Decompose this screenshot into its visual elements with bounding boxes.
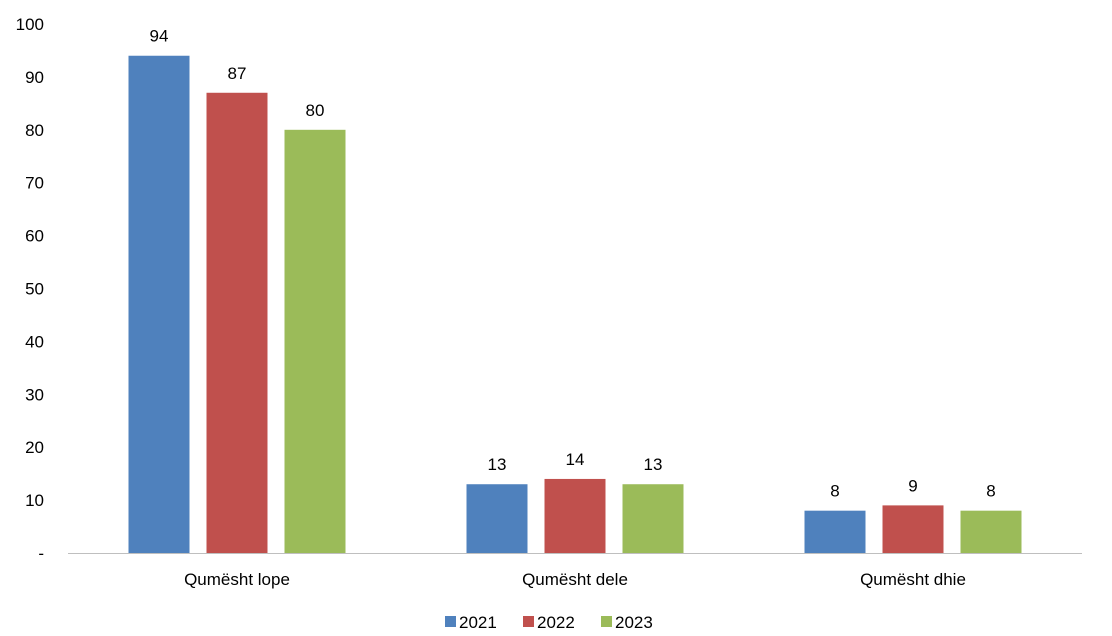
data-label: 8 — [986, 482, 995, 501]
data-label: 94 — [150, 27, 169, 46]
legend-label-2023: 2023 — [615, 613, 653, 632]
y-tick-label: - — [38, 544, 44, 563]
data-label: 9 — [908, 476, 917, 495]
bar-2021 — [804, 510, 866, 553]
x-category-label: Qumësht dele — [522, 570, 628, 589]
bar-2023 — [622, 484, 684, 553]
y-tick-label: 90 — [25, 68, 44, 87]
bar-2022 — [206, 92, 268, 554]
data-label: 80 — [306, 101, 325, 120]
data-label: 13 — [644, 455, 663, 474]
data-label: 87 — [228, 64, 247, 83]
y-tick-label: 30 — [25, 385, 44, 404]
y-tick-label: 10 — [25, 491, 44, 510]
legend-label-2021: 2021 — [459, 613, 497, 632]
bar-2022 — [882, 505, 944, 553]
x-category-label: Qumësht lope — [184, 570, 290, 589]
legend-swatch-2021 — [445, 616, 456, 627]
y-tick-label: 20 — [25, 438, 44, 457]
legend-label-2022: 2022 — [537, 613, 575, 632]
bar-2023 — [284, 129, 346, 554]
y-tick-label: 100 — [16, 15, 44, 34]
data-labels-group: 94 87 80 13 14 13 8 9 8 — [150, 27, 996, 501]
bar-2021 — [466, 484, 528, 553]
y-axis-ticks: - 10 20 30 40 50 60 70 80 90 100 — [16, 15, 44, 563]
y-tick-label: 60 — [25, 227, 44, 246]
y-tick-label: 50 — [25, 280, 44, 299]
data-label: 14 — [566, 450, 585, 469]
legend-swatch-2023 — [601, 616, 612, 627]
legend-swatch-2022 — [523, 616, 534, 627]
bar-2021 — [128, 55, 190, 554]
y-tick-label: 80 — [25, 121, 44, 140]
y-tick-label: 70 — [25, 174, 44, 193]
bar-2022 — [544, 478, 606, 553]
bars-group — [128, 55, 1022, 554]
data-label: 8 — [830, 482, 839, 501]
category-labels-group: Qumësht lope Qumësht dele Qumësht dhie — [184, 570, 966, 589]
data-label: 13 — [488, 455, 507, 474]
y-tick-label: 40 — [25, 332, 44, 351]
legend: 2021 2022 2023 — [445, 613, 653, 632]
x-category-label: Qumësht dhie — [860, 570, 966, 589]
bar-2023 — [960, 510, 1022, 553]
